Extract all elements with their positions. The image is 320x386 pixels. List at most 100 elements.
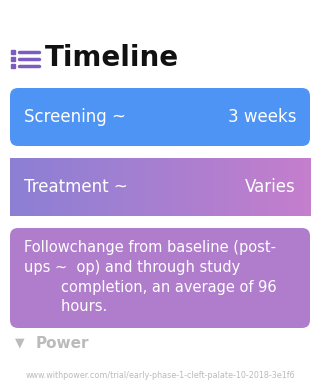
Bar — [241, 158, 244, 216]
Bar — [28, 158, 31, 216]
Bar — [151, 158, 155, 216]
Bar — [271, 158, 275, 216]
Bar — [259, 158, 262, 216]
Bar — [307, 158, 310, 216]
Bar — [115, 158, 118, 216]
Bar — [262, 158, 266, 216]
Bar — [193, 158, 196, 216]
Text: Treatment ~: Treatment ~ — [24, 178, 128, 196]
Bar — [136, 158, 140, 216]
Bar — [175, 158, 179, 216]
Bar — [148, 158, 151, 216]
Bar — [181, 158, 185, 216]
Bar — [277, 158, 281, 216]
Bar — [232, 158, 236, 216]
Bar — [16, 158, 20, 216]
Bar — [139, 158, 142, 216]
Bar — [133, 158, 137, 216]
Bar — [241, 158, 244, 216]
Bar — [67, 158, 70, 216]
Bar — [37, 158, 41, 216]
Bar — [253, 158, 257, 216]
Bar — [163, 158, 166, 216]
Bar — [268, 158, 271, 216]
Bar — [109, 158, 113, 216]
Bar — [214, 158, 218, 216]
Text: ▼: ▼ — [15, 337, 25, 349]
Bar — [265, 158, 268, 216]
Bar — [151, 158, 155, 216]
Bar — [238, 158, 242, 216]
Bar — [52, 158, 55, 216]
Bar — [190, 158, 194, 216]
FancyBboxPatch shape — [10, 88, 310, 146]
Bar — [121, 158, 124, 216]
Bar — [40, 158, 44, 216]
Bar — [58, 158, 61, 216]
Text: Followchange from baseline (post-
ups ~  op) and through study
        completio: Followchange from baseline (post- ups ~ … — [24, 240, 276, 315]
Bar — [82, 158, 85, 216]
Bar — [295, 158, 299, 216]
Text: Screening ~: Screening ~ — [24, 108, 126, 126]
Bar — [130, 158, 133, 216]
Bar — [250, 158, 253, 216]
Bar — [214, 158, 218, 216]
Bar — [49, 158, 52, 216]
Bar — [175, 158, 179, 216]
Bar — [70, 158, 74, 216]
Bar — [19, 158, 22, 216]
Bar — [274, 158, 277, 216]
Bar — [70, 158, 74, 216]
Bar — [52, 158, 55, 216]
Bar — [169, 158, 172, 216]
Bar — [124, 158, 127, 216]
Bar — [103, 158, 107, 216]
Bar — [217, 158, 220, 216]
Bar — [22, 158, 26, 216]
Bar — [202, 158, 205, 216]
Bar — [13, 158, 17, 216]
Bar — [247, 158, 251, 216]
Bar — [10, 158, 13, 216]
Bar — [292, 158, 295, 216]
Bar — [283, 158, 286, 216]
Bar — [298, 158, 301, 216]
Bar — [88, 158, 92, 216]
Bar — [133, 158, 137, 216]
Bar — [169, 158, 172, 216]
Bar — [277, 158, 281, 216]
Bar — [25, 158, 28, 216]
Bar — [172, 158, 175, 216]
Bar — [109, 158, 113, 216]
Bar — [46, 158, 50, 216]
Bar — [37, 158, 41, 216]
Bar — [202, 158, 205, 216]
Bar — [223, 158, 227, 216]
Bar — [235, 158, 238, 216]
Bar — [226, 158, 229, 216]
Bar — [13, 158, 17, 216]
Bar — [220, 158, 223, 216]
Bar — [193, 158, 196, 216]
Bar — [154, 158, 157, 216]
Bar — [295, 158, 299, 216]
Bar — [124, 158, 127, 216]
Bar — [91, 158, 94, 216]
Bar — [118, 158, 122, 216]
Bar — [301, 158, 305, 216]
Bar — [73, 158, 76, 216]
Bar — [100, 158, 103, 216]
Bar — [25, 158, 28, 216]
Bar — [85, 158, 89, 216]
Bar — [178, 158, 181, 216]
Bar — [271, 158, 275, 216]
Bar — [301, 158, 305, 216]
FancyBboxPatch shape — [10, 228, 310, 328]
Bar — [118, 158, 122, 216]
Bar — [106, 158, 109, 216]
Bar — [178, 158, 181, 216]
Bar — [94, 158, 98, 216]
Bar — [256, 158, 260, 216]
Bar — [250, 158, 253, 216]
Bar — [199, 158, 203, 216]
